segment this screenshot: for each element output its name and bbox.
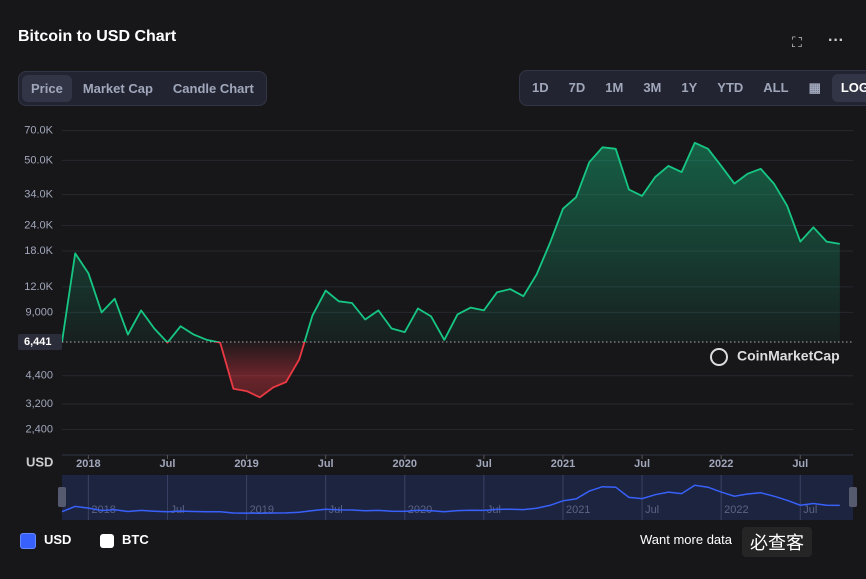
range[interactable]: 1Y [681, 80, 698, 95]
price-area [62, 142, 840, 398]
range[interactable]: 3M [643, 80, 662, 95]
navigator-tick-label: 2021 [566, 504, 590, 516]
range[interactable]: 1D [532, 80, 549, 95]
navigator-tick-label: 2022 [724, 504, 748, 516]
baseline-label-box [18, 334, 62, 351]
y-tick-label: 50.0K [24, 154, 53, 166]
y-tick-label: 18.0K [24, 245, 53, 257]
x-tick-label: 2021 [551, 458, 575, 470]
brand-logo [710, 348, 728, 366]
y-tick-label: 70.0K [24, 124, 53, 136]
x-tick-label: Jul [634, 458, 650, 470]
tab[interactable]: Price [22, 75, 72, 102]
brand: CoinMarketCap [737, 348, 840, 364]
chart: 2,400 3,200 4,400 9,000 12.0K 18.0K 24.0K 34.0K… [18, 124, 857, 520]
navigator-tick-label: Jul [803, 504, 817, 516]
y-tick-label: 12.0K [24, 281, 53, 293]
y-tick-label: 2,400 [25, 423, 53, 435]
x-tick-label: 2022 [709, 458, 733, 470]
range[interactable]: ALL [763, 80, 789, 95]
x-tick-label: Jul [476, 458, 492, 470]
baseline-label: 6,441 [24, 336, 52, 348]
y-tick-label: 3,200 [25, 398, 53, 410]
title: Bitcoin to USD Chart [18, 28, 177, 45]
range[interactable]: 7D [568, 80, 586, 95]
price-line [61, 141, 840, 399]
y-tick-label: 34.0K [24, 188, 53, 200]
legend-usd[interactable]: USD [20, 532, 71, 549]
range[interactable]: 1M [605, 80, 624, 95]
overlay-watermark: 必查客 [742, 527, 812, 557]
footer-text: Want more data [640, 532, 733, 547]
calendar-icon[interactable]: ▦ [808, 80, 821, 95]
tab[interactable]: Candle Chart [172, 81, 254, 96]
log-toggle[interactable]: LOG [831, 74, 866, 102]
navigator-tick-label: 2019 [250, 504, 274, 516]
navigator-handle[interactable] [849, 487, 857, 507]
more-icon[interactable]: ··· [828, 32, 844, 49]
y-tick-label: 4,400 [25, 370, 53, 382]
navigator-line [61, 484, 840, 514]
navigator-tick-label: Jul [170, 504, 184, 516]
fullscreen-icon[interactable]: ⛶ [792, 34, 802, 50]
x-tick-label: 2019 [234, 458, 258, 470]
x-tick-label: Jul [792, 458, 808, 470]
x-tick-label: 2020 [393, 458, 417, 470]
x-tick-label: Jul [318, 458, 334, 470]
legend-label: USD [44, 532, 72, 547]
navigator-handle[interactable] [58, 487, 66, 507]
tab[interactable]: Market Cap [82, 81, 153, 96]
tab-group: Price Market Cap Candle Chart [18, 71, 267, 106]
x-tick-label: 2018 [76, 458, 100, 470]
navigator-tick-label: Jul [645, 504, 659, 516]
y-tick-label: 24.0K [24, 219, 53, 231]
range-group: 1D 7D 1M 3M 1Y YTD ALL ▦ LOG [519, 70, 866, 106]
range[interactable]: YTD [717, 80, 744, 95]
y-axis-label: USD [26, 454, 53, 469]
y-tick-label: 9,000 [25, 306, 53, 318]
legend-label: BTC [122, 532, 149, 547]
x-tick-label: Jul [160, 458, 176, 470]
legend-btc[interactable]: BTC [100, 532, 149, 548]
